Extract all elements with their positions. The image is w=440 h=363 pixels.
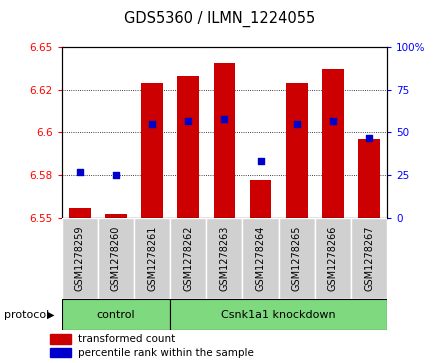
Point xyxy=(76,169,83,175)
Bar xyxy=(62,218,98,299)
Text: GSM1278263: GSM1278263 xyxy=(220,226,229,291)
Text: protocol: protocol xyxy=(4,310,50,320)
Text: GSM1278267: GSM1278267 xyxy=(364,226,374,291)
Point xyxy=(112,172,119,178)
Text: ▶: ▶ xyxy=(47,310,55,320)
Bar xyxy=(50,348,71,357)
Text: GSM1278260: GSM1278260 xyxy=(111,226,121,291)
Bar xyxy=(358,139,380,218)
Text: GSM1278266: GSM1278266 xyxy=(328,226,338,291)
Bar xyxy=(170,299,387,330)
Point xyxy=(149,121,156,127)
Bar xyxy=(141,83,163,218)
Text: percentile rank within the sample: percentile rank within the sample xyxy=(78,347,254,358)
Text: control: control xyxy=(96,310,135,320)
Bar xyxy=(62,299,170,330)
Bar xyxy=(134,218,170,299)
Bar xyxy=(98,218,134,299)
Bar xyxy=(279,218,315,299)
Point xyxy=(221,116,228,122)
Bar xyxy=(170,218,206,299)
Bar xyxy=(242,218,279,299)
Bar xyxy=(206,218,242,299)
Text: GSM1278264: GSM1278264 xyxy=(256,226,266,291)
Bar xyxy=(322,69,344,218)
Bar xyxy=(286,83,308,218)
Text: GSM1278261: GSM1278261 xyxy=(147,226,157,291)
Text: Csnk1a1 knockdown: Csnk1a1 knockdown xyxy=(221,310,336,320)
Point xyxy=(185,118,192,123)
Bar xyxy=(105,215,127,218)
Text: GSM1278262: GSM1278262 xyxy=(183,226,193,291)
Text: GSM1278265: GSM1278265 xyxy=(292,226,302,291)
Point xyxy=(366,135,373,140)
Bar xyxy=(177,76,199,218)
Bar xyxy=(69,208,91,218)
Bar xyxy=(351,218,387,299)
Text: GSM1278259: GSM1278259 xyxy=(75,226,84,291)
Bar xyxy=(315,218,351,299)
Text: GDS5360 / ILMN_1224055: GDS5360 / ILMN_1224055 xyxy=(125,11,315,27)
Point xyxy=(330,118,337,123)
Point xyxy=(293,121,300,127)
Bar xyxy=(50,334,71,343)
Bar xyxy=(213,62,235,218)
Text: transformed count: transformed count xyxy=(78,334,175,344)
Point xyxy=(257,159,264,164)
Bar xyxy=(250,180,271,218)
